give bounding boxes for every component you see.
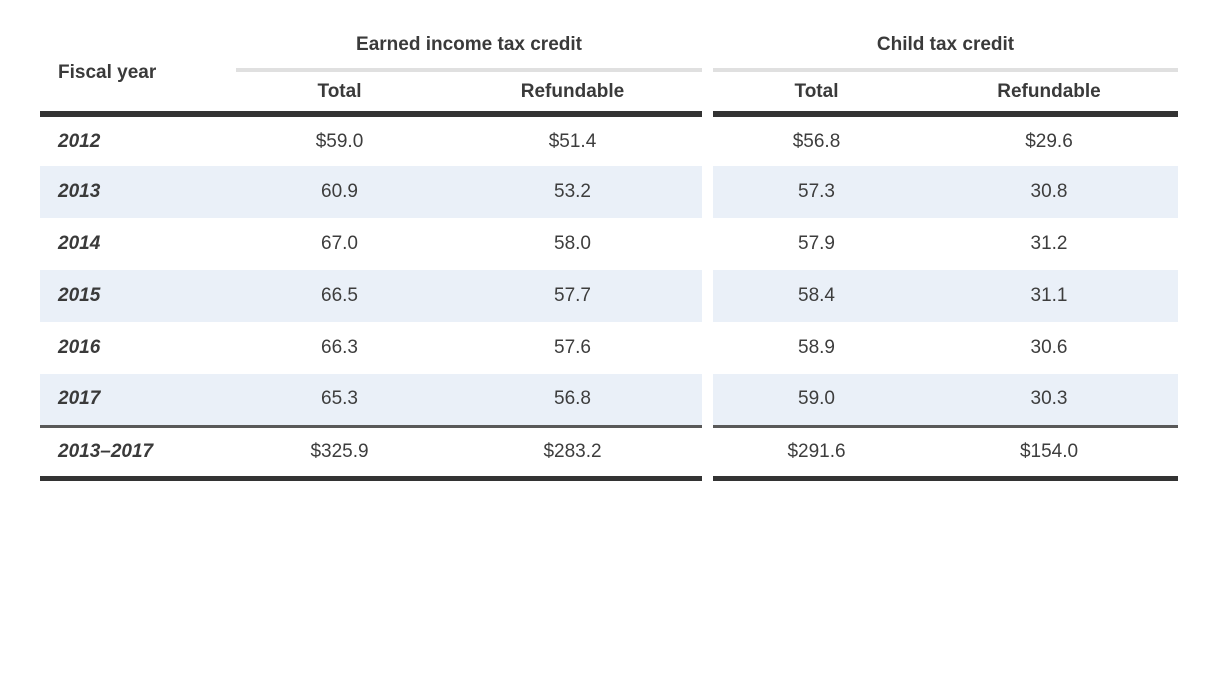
column-group-gap: [702, 22, 713, 114]
table-row-2015: 2015 66.5 57.7 58.4 31.1: [40, 270, 1178, 322]
sub-header-row: Total Refundable Total Refundable: [40, 70, 1178, 117]
table-row-2016: 2016 66.3 57.6 58.9 30.6: [40, 322, 1178, 374]
eitc-refundable-column-header: Refundable: [469, 70, 702, 117]
ctc-refundable-cell: 31.1: [946, 270, 1178, 322]
eitc-total-cell: 66.5: [236, 270, 469, 322]
fiscal-year-column-header: Fiscal year: [40, 22, 236, 117]
ctc-refundable-cell: 30.6: [1030, 337, 1068, 358]
eitc-refundable-sum-cell: $283.2: [469, 424, 702, 481]
fiscal-year-cell: 2012: [58, 130, 101, 152]
ctc-total-cell: 59.0: [713, 374, 946, 426]
fiscal-year-cell: 2015: [40, 270, 236, 322]
ctc-refundable-cell: 30.8: [946, 166, 1178, 218]
column-group-gap: [702, 374, 713, 426]
fiscal-year-cell: 2014: [58, 233, 101, 254]
tax-credit-table: Fiscal year Earned income tax credit Chi…: [40, 22, 1178, 481]
eitc-refundable-cell: $51.4: [548, 130, 597, 152]
eitc-total-column-header: Total: [236, 70, 469, 117]
eitc-group-header: Earned income tax credit: [236, 22, 702, 72]
tax-credit-table-container: Fiscal year Earned income tax credit Chi…: [40, 22, 1178, 481]
column-group-gap: [702, 166, 713, 218]
ctc-total-cell: 58.4: [713, 270, 946, 322]
eitc-refundable-cell: 53.2: [469, 166, 702, 218]
column-group-gap: [702, 218, 713, 270]
eitc-refundable-cell: 56.8: [469, 374, 702, 426]
ctc-total-sum-cell: $291.6: [713, 424, 946, 481]
table-body: 2012 $59.0 $51.4 $56.8 $29.6 2013 60.9 5…: [40, 114, 1178, 481]
eitc-total-sum-cell: $325.9: [236, 424, 469, 481]
eitc-total-cell: 66.3: [321, 337, 358, 358]
eitc-total-cell: 65.3: [236, 374, 469, 426]
eitc-refundable-cell: 57.7: [469, 270, 702, 322]
eitc-refundable-cell: 57.6: [554, 337, 591, 358]
table-row-2013: 2013 60.9 53.2 57.3 30.8: [40, 166, 1178, 218]
fiscal-year-range-cell: 2013–2017: [40, 424, 236, 481]
ctc-refundable-column-header: Refundable: [946, 70, 1178, 117]
column-group-gap: [702, 270, 713, 322]
ctc-refundable-cell: $29.6: [1025, 130, 1073, 152]
ctc-total-cell: 57.9: [798, 233, 835, 254]
fiscal-year-cell: 2016: [58, 337, 101, 358]
table-row-2014: 2014 67.0 58.0 57.9 31.2: [40, 218, 1178, 270]
ctc-total-cell: 58.9: [798, 337, 835, 358]
ctc-group-header: Child tax credit: [713, 22, 1178, 72]
ctc-refundable-cell: 31.2: [1030, 233, 1068, 254]
column-group-gap: [702, 114, 713, 166]
table-row-2017: 2017 65.3 56.8 59.0 30.3: [40, 374, 1178, 426]
fiscal-year-cell: 2013: [40, 166, 236, 218]
table-row-2012: 2012 $59.0 $51.4 $56.8 $29.6: [40, 114, 1178, 166]
table-header: Fiscal year Earned income tax credit Chi…: [40, 22, 1178, 117]
eitc-refundable-cell: 58.0: [554, 233, 591, 254]
ctc-total-cell: 57.3: [713, 166, 946, 218]
ctc-total-cell: $56.8: [792, 130, 841, 152]
eitc-total-cell: 67.0: [321, 233, 358, 254]
ctc-refundable-cell: 30.3: [946, 374, 1178, 426]
ctc-refundable-sum-cell: $154.0: [946, 424, 1178, 481]
eitc-total-cell: $59.0: [315, 130, 364, 152]
fiscal-year-cell: 2017: [40, 374, 236, 426]
eitc-total-cell: 60.9: [236, 166, 469, 218]
ctc-total-column-header: Total: [713, 70, 946, 117]
column-group-gap: [702, 322, 713, 374]
column-group-gap: [702, 426, 713, 478]
table-total-row: 2013–2017 $325.9 $283.2 $291.6 $154.0: [40, 424, 1178, 481]
group-header-row: Fiscal year Earned income tax credit Chi…: [40, 22, 1178, 117]
